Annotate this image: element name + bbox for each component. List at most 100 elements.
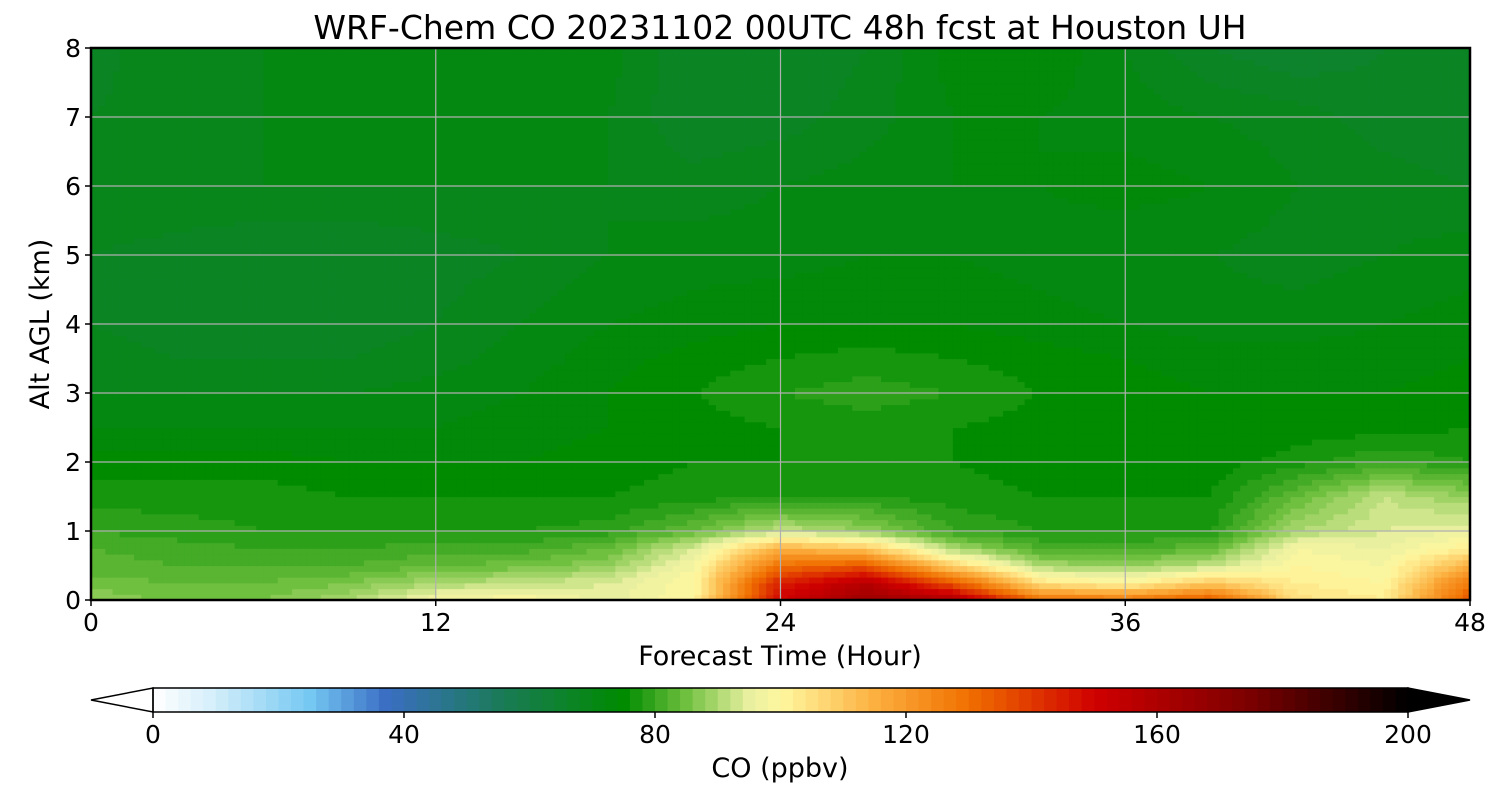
heatmap-cell: [342, 536, 351, 544]
heatmap-cell: [672, 542, 681, 549]
heatmap-cell: [952, 496, 961, 503]
heatmap-cell: [995, 554, 1004, 561]
heatmap-cell: [1204, 502, 1213, 509]
heatmap-cell: [313, 577, 322, 584]
heatmap-cell: [794, 531, 803, 538]
heatmap-cell: [931, 513, 940, 521]
heatmap-cell: [1125, 496, 1134, 503]
heatmap-cell: [1355, 571, 1363, 578]
heatmap-cell: [1462, 542, 1471, 549]
heatmap-cell: [170, 531, 178, 538]
heatmap-cell: [773, 536, 782, 544]
heatmap-cell: [299, 571, 308, 578]
heatmap-cell: [794, 513, 803, 521]
heatmap-cell: [249, 462, 257, 469]
heatmap-cell: [1362, 554, 1371, 561]
heatmap-cell: [579, 519, 588, 526]
heatmap-cell: [960, 588, 968, 595]
heatmap-cell: [672, 519, 681, 526]
heatmap-cell: [1132, 450, 1141, 457]
heatmap-cell: [1031, 519, 1040, 526]
heatmap-cell: [945, 571, 954, 578]
heatmap-cell: [1060, 485, 1069, 492]
heatmap-cell: [213, 554, 221, 561]
heatmap-cell: [1189, 502, 1198, 509]
heatmap-cell: [1290, 536, 1299, 544]
heatmap-cell: [845, 513, 853, 521]
heatmap-cell: [794, 450, 803, 457]
heatmap-cell: [98, 513, 106, 521]
heatmap-cell: [766, 502, 774, 509]
heatmap-cell: [974, 462, 983, 469]
heatmap-cell: [615, 536, 624, 544]
heatmap-cell: [1283, 450, 1292, 457]
heatmap-cell: [1398, 594, 1406, 601]
heatmap-cell: [1010, 462, 1019, 469]
heatmap-cell: [299, 496, 308, 503]
heatmap-cell: [299, 462, 308, 469]
heatmap-cell: [823, 519, 832, 526]
heatmap-cell: [651, 490, 659, 498]
heatmap-cell: [780, 513, 789, 521]
heatmap-cell: [435, 519, 444, 526]
heatmap-cell: [284, 554, 293, 561]
heatmap-cell: [1376, 571, 1385, 578]
heatmap-cell: [220, 485, 229, 492]
heatmap-cell: [378, 548, 387, 555]
heatmap-cell: [550, 502, 559, 509]
heatmap-cell: [306, 456, 315, 463]
heatmap-cell: [1039, 485, 1047, 492]
heatmap-cell: [1376, 531, 1385, 538]
heatmap-cell: [600, 565, 609, 572]
heatmap-cell: [1067, 536, 1076, 544]
heatmap-cell: [284, 456, 293, 463]
heatmap-cell: [1046, 450, 1055, 457]
heatmap-cell: [1118, 467, 1126, 475]
heatmap-cell: [837, 467, 846, 475]
heatmap-cell: [665, 525, 674, 532]
heatmap-cell: [1074, 473, 1083, 480]
heatmap-cell: [787, 594, 796, 601]
heatmap-cell: [435, 525, 444, 532]
heatmap-cell: [981, 479, 990, 486]
heatmap-cell: [342, 554, 351, 561]
heatmap-cell: [952, 548, 961, 555]
heatmap-cell: [1204, 479, 1213, 486]
heatmap-cell: [931, 462, 940, 469]
heatmap-cell: [227, 496, 236, 503]
heatmap-cell: [830, 456, 839, 463]
heatmap-cell: [1125, 525, 1134, 532]
heatmap-cell: [1383, 588, 1392, 595]
heatmap-cell: [816, 594, 825, 601]
heatmap-cell: [787, 479, 796, 486]
heatmap-cell: [220, 490, 229, 498]
heatmap-cell: [608, 542, 616, 549]
heatmap-cell: [916, 485, 925, 492]
heatmap-cell: [126, 536, 135, 544]
heatmap-cell: [881, 594, 889, 601]
heatmap-cell: [1232, 496, 1241, 503]
heatmap-cell: [1211, 542, 1220, 549]
heatmap-cell: [1419, 519, 1428, 526]
heatmap-cell: [464, 450, 473, 457]
heatmap-cell: [471, 473, 480, 480]
heatmap-cell: [1211, 508, 1220, 515]
heatmap-cell: [651, 462, 659, 469]
heatmap-cell: [227, 513, 236, 521]
heatmap-cell: [665, 502, 674, 509]
heatmap-cell: [802, 479, 810, 486]
heatmap-cell: [1419, 588, 1428, 595]
heatmap-cell: [320, 519, 329, 526]
heatmap-cell: [1218, 588, 1227, 595]
heatmap-cell: [1405, 473, 1414, 480]
heatmap-cell: [1369, 479, 1378, 486]
heatmap-cell: [1240, 496, 1248, 503]
heatmap-cell: [751, 496, 760, 503]
heatmap-cell: [701, 479, 710, 486]
heatmap-cell: [1362, 531, 1371, 538]
heatmap-cell: [1010, 513, 1019, 521]
heatmap-cell: [600, 525, 609, 532]
heatmap-cell: [787, 542, 796, 549]
heatmap-cell: [284, 450, 293, 457]
heatmap-cell: [557, 496, 566, 503]
